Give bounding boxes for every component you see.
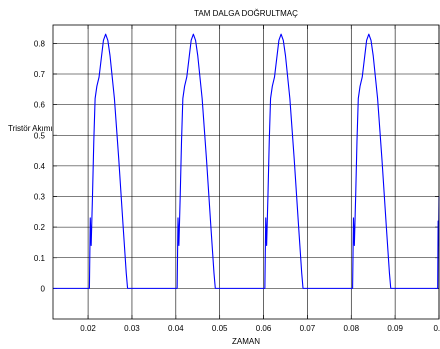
x-tick-label: 0.06 <box>256 324 272 333</box>
y-tick-label: 0.1 <box>34 254 46 263</box>
x-tick-label: 0.05 <box>212 324 228 333</box>
x-tick-label: 0.02 <box>80 324 96 333</box>
x-tick-label: 0.08 <box>343 324 359 333</box>
y-axis-label: Tristör Akımı <box>8 124 53 133</box>
y-tick-label: 0.5 <box>34 131 46 140</box>
y-tick-label: 0.3 <box>34 193 46 202</box>
y-tick-label: 0.4 <box>34 162 46 171</box>
chart-title: TAM DALGA DOĞRULTMAÇ <box>194 9 298 18</box>
y-tick-label: 0.7 <box>34 70 46 79</box>
x-axis-label: ZAMAN <box>232 337 260 346</box>
y-tick-label: 0.2 <box>34 223 46 232</box>
x-tick-label: 0.09 <box>387 324 403 333</box>
grid-lines <box>53 25 440 319</box>
x-tick-label: 0.07 <box>300 324 316 333</box>
series-layer <box>53 33 440 289</box>
y-tick-label: 0 <box>41 284 46 293</box>
series-line <box>53 33 440 289</box>
x-tick-label: 0.1 <box>433 324 440 333</box>
plot-frame <box>52 24 440 320</box>
y-tick-label: 0.6 <box>34 101 46 110</box>
tick-labels: 0.02 0.03 0.04 0.05 0.06 0.07 0.08 0.09 0.1 0 0.1 0… <box>34 39 440 333</box>
y-tick-label: 0.8 <box>34 39 46 48</box>
x-tick-label: 0.04 <box>168 324 184 333</box>
x-tick-label: 0.03 <box>124 324 140 333</box>
